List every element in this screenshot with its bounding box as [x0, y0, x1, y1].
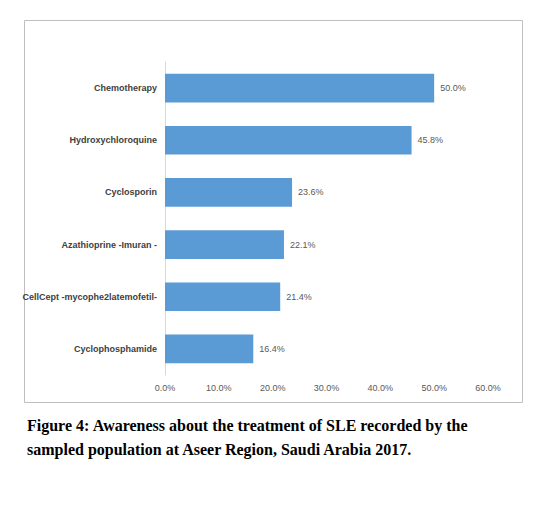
svg-text:Figure 4:: Figure 4: — [27, 417, 89, 435]
svg-text:22.1%: 22.1% — [290, 240, 316, 250]
svg-text:16.4%: 16.4% — [259, 344, 285, 354]
svg-text:23.6%: 23.6% — [298, 187, 324, 197]
svg-text:10.0%: 10.0% — [206, 383, 232, 393]
svg-text:60.0%: 60.0% — [475, 383, 501, 393]
svg-text:CellCept -mycophe2latemofetil-: CellCept -mycophe2latemofetil- — [22, 292, 157, 302]
svg-text:21.4%: 21.4% — [286, 292, 312, 302]
svg-text:Azathioprine -Imuran -: Azathioprine -Imuran - — [61, 240, 157, 250]
svg-text:50.0%: 50.0% — [440, 83, 466, 93]
svg-text:sampled population at Aseer Re: sampled population at Aseer Region, Saud… — [27, 441, 411, 459]
svg-text:Hydroxychloroquine: Hydroxychloroquine — [69, 135, 157, 145]
svg-text:45.8%: 45.8% — [418, 135, 444, 145]
svg-text:20.0%: 20.0% — [260, 383, 286, 393]
svg-text:Chemotherapy: Chemotherapy — [94, 83, 157, 93]
svg-text:40.0%: 40.0% — [368, 383, 394, 393]
svg-text:Cyclophosphamide: Cyclophosphamide — [74, 344, 157, 354]
svg-text:50.0%: 50.0% — [421, 383, 447, 393]
svg-text:0.0%: 0.0% — [155, 383, 176, 393]
svg-text:Awareness about the treatment: Awareness about the treatment of SLE rec… — [90, 417, 472, 435]
svg-text:30.0%: 30.0% — [314, 383, 340, 393]
svg-text:Cyclosporin: Cyclosporin — [105, 187, 157, 197]
